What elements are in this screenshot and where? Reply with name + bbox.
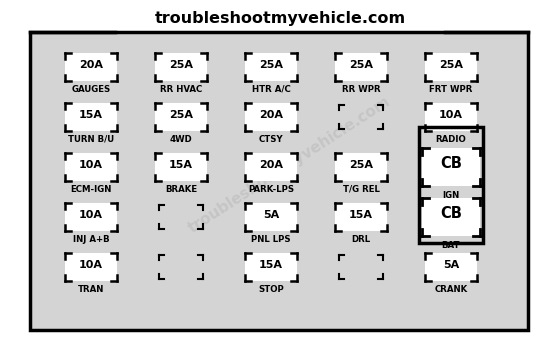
Bar <box>155 153 207 181</box>
Text: INJ A+B: INJ A+B <box>73 235 109 244</box>
Text: 25A: 25A <box>169 60 193 70</box>
Bar <box>422 198 480 236</box>
Text: TURN B/U: TURN B/U <box>68 135 114 144</box>
Bar <box>425 253 477 281</box>
Text: 15A: 15A <box>79 110 103 120</box>
Bar <box>155 53 207 81</box>
Text: 4WD: 4WD <box>170 135 193 144</box>
Bar <box>245 103 297 131</box>
Text: BAT: BAT <box>442 241 460 250</box>
Bar <box>335 203 387 231</box>
Text: 20A: 20A <box>79 60 103 70</box>
Text: ECM-IGN: ECM-IGN <box>71 185 111 194</box>
Text: 25A: 25A <box>439 60 463 70</box>
Bar <box>30 32 528 330</box>
Text: 10A: 10A <box>439 110 463 120</box>
Bar <box>155 103 207 131</box>
Text: TRAN: TRAN <box>78 285 104 294</box>
Text: 25A: 25A <box>169 110 193 120</box>
Bar <box>245 153 297 181</box>
Bar <box>245 203 297 231</box>
Text: HTR A/C: HTR A/C <box>251 85 291 94</box>
Text: 25A: 25A <box>349 60 373 70</box>
Text: STOP: STOP <box>258 285 284 294</box>
Bar <box>419 127 483 243</box>
Text: troubleshootmyvehicle.com: troubleshootmyvehicle.com <box>155 11 405 26</box>
Text: 10A: 10A <box>79 160 103 170</box>
Text: 15A: 15A <box>169 160 193 170</box>
Text: CB: CB <box>440 156 462 172</box>
Text: 5A: 5A <box>443 260 459 270</box>
Text: GAUGES: GAUGES <box>71 85 111 94</box>
Text: RR HVAC: RR HVAC <box>160 85 202 94</box>
Bar <box>425 53 477 81</box>
Text: PARK-LPS: PARK-LPS <box>248 185 294 194</box>
Text: 25A: 25A <box>349 160 373 170</box>
Bar <box>422 148 480 186</box>
Text: DRL: DRL <box>352 235 371 244</box>
Bar <box>245 53 297 81</box>
Text: RR WPR: RR WPR <box>342 85 380 94</box>
Text: CB: CB <box>440 206 462 222</box>
Text: BRAKE: BRAKE <box>165 185 197 194</box>
Bar <box>245 253 297 281</box>
Text: T/G REL: T/G REL <box>343 185 380 194</box>
Text: 10A: 10A <box>79 260 103 270</box>
Text: PNL LPS: PNL LPS <box>251 235 291 244</box>
Bar <box>65 203 117 231</box>
Bar <box>335 53 387 81</box>
Text: RADIO: RADIO <box>436 135 466 144</box>
Bar <box>65 103 117 131</box>
Bar <box>65 253 117 281</box>
Bar <box>65 53 117 81</box>
Text: CTSY: CTSY <box>259 135 283 144</box>
Bar <box>65 153 117 181</box>
Bar <box>425 103 477 131</box>
Bar <box>335 153 387 181</box>
Text: 15A: 15A <box>259 260 283 270</box>
Text: IGN: IGN <box>442 191 460 200</box>
Text: 20A: 20A <box>259 160 283 170</box>
Text: 20A: 20A <box>259 110 283 120</box>
Text: 5A: 5A <box>263 210 279 220</box>
Text: 25A: 25A <box>259 60 283 70</box>
Text: 10A: 10A <box>79 210 103 220</box>
Text: CRANK: CRANK <box>435 285 468 294</box>
Text: troubleshootmyvehicle.com: troubleshootmyvehicle.com <box>186 94 394 236</box>
Text: FRT WPR: FRT WPR <box>430 85 473 94</box>
Text: 15A: 15A <box>349 210 373 220</box>
